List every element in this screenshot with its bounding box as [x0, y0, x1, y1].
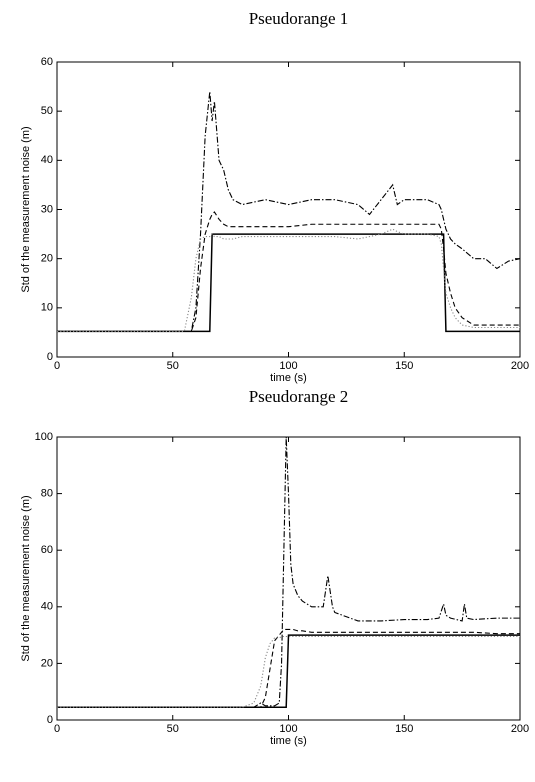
x-tick-label: 200 — [511, 723, 529, 735]
x-axis-label: time (s) — [270, 372, 307, 384]
y-tick-label: 80 — [41, 488, 53, 500]
y-tick-label: 0 — [47, 351, 53, 363]
y-tick-label: 10 — [41, 302, 53, 314]
y-tick-label: 40 — [41, 601, 53, 613]
series-line — [57, 91, 521, 332]
series-line — [57, 634, 520, 709]
y-tick-label: 60 — [41, 544, 53, 556]
y-axis-label: Std of the measurement noise (m) — [20, 126, 32, 292]
series-line — [57, 228, 520, 332]
y-tick-label: 50 — [41, 105, 53, 117]
series-line — [57, 233, 520, 333]
y-tick-label: 20 — [41, 657, 53, 669]
plot-frame — [56, 436, 521, 721]
series-line — [57, 635, 520, 708]
chart-title: Pseudorange 2 — [249, 387, 349, 406]
series-line — [57, 436, 520, 708]
y-tick-label: 40 — [41, 154, 53, 166]
plot-frame — [56, 61, 521, 358]
y-tick-label: 60 — [41, 56, 53, 68]
x-tick-label: 150 — [395, 723, 413, 735]
y-tick-label: 30 — [41, 203, 53, 215]
x-tick-label: 100 — [279, 723, 297, 735]
y-axis-label: Std of the measurement noise (m) — [20, 495, 32, 661]
x-tick-label: 150 — [395, 360, 413, 372]
series-line — [57, 628, 520, 708]
x-tick-label: 200 — [511, 360, 529, 372]
y-tick-label: 100 — [35, 431, 53, 443]
y-tick-label: 20 — [41, 253, 53, 265]
series-line — [57, 211, 520, 332]
chart-title: Pseudorange 1 — [249, 9, 349, 28]
x-tick-label: 0 — [54, 723, 60, 735]
x-axis-label: time (s) — [270, 735, 307, 747]
x-tick-label: 100 — [279, 360, 297, 372]
x-tick-label: 50 — [167, 360, 179, 372]
x-tick-label: 50 — [167, 723, 179, 735]
y-tick-label: 0 — [47, 714, 53, 726]
x-tick-label: 0 — [54, 360, 60, 372]
